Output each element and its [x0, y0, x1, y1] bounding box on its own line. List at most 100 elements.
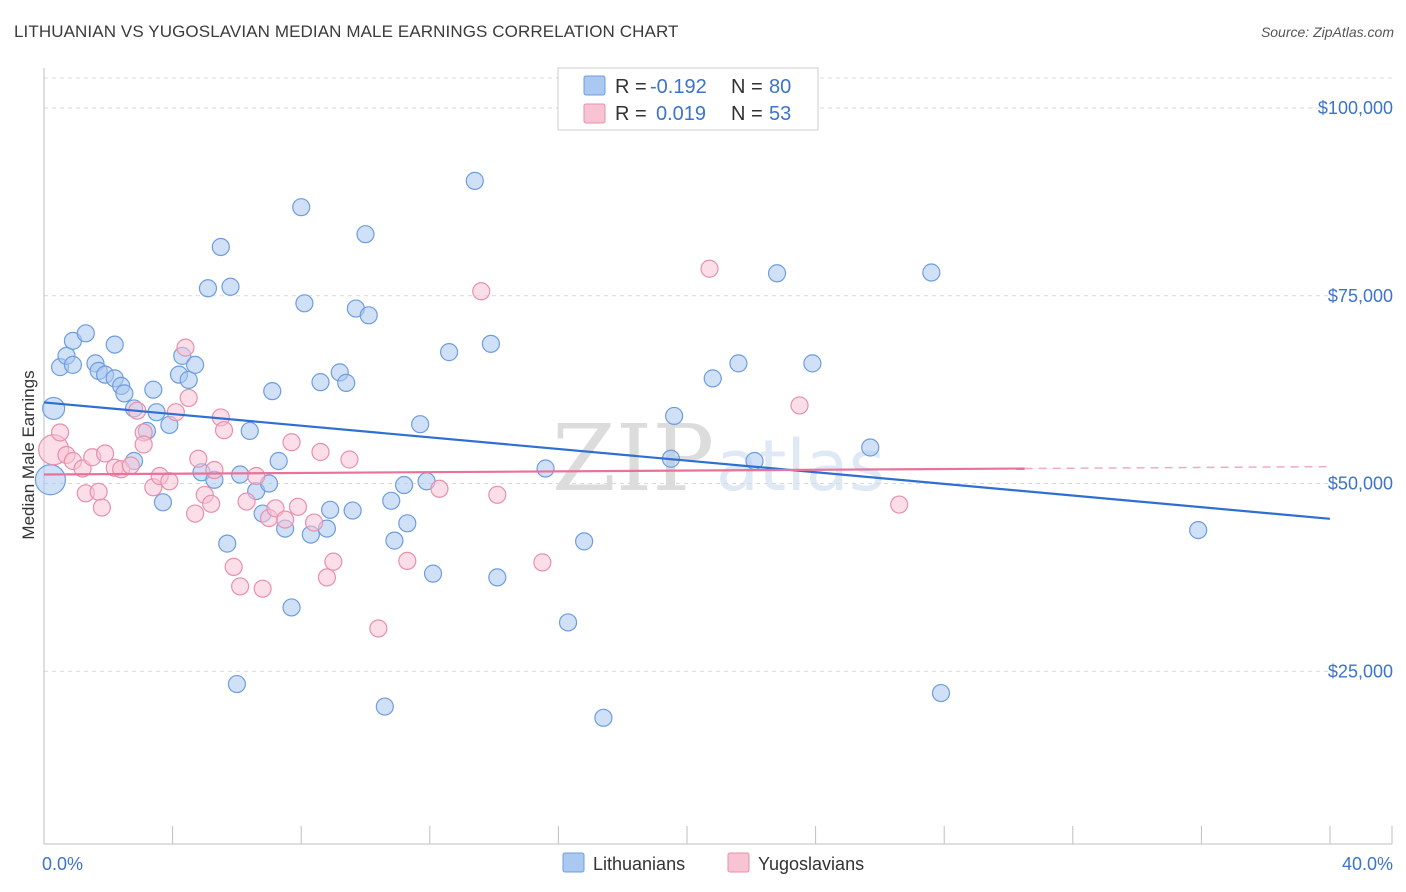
- lithuanian-point: [263, 382, 282, 401]
- lithuanian-point: [861, 438, 880, 457]
- y-tick-label: $75,000: [1328, 286, 1393, 306]
- yugoslavian-point: [253, 579, 272, 598]
- legend-swatch-yugoslavians: [583, 103, 606, 124]
- lithuanian-point: [385, 531, 404, 550]
- yugoslavian-point: [89, 482, 108, 501]
- lithuanian-point: [295, 294, 314, 313]
- lithuanian-point: [282, 598, 301, 617]
- yugoslavian-point: [533, 553, 552, 572]
- legend-r-label: R =: [615, 76, 647, 98]
- series-label-yugoslavians: Yugoslavians: [758, 854, 864, 874]
- lithuanian-point: [356, 225, 375, 244]
- x-tick-labels: 0.0% 40.0%: [42, 854, 1393, 874]
- correlation-legend: R = -0.192 N = 80 R = 0.019 N = 53: [557, 67, 819, 131]
- lithuanian-point: [311, 373, 330, 392]
- lithuanian-point: [292, 198, 311, 217]
- legend-swatch-lithuanians: [583, 75, 606, 96]
- series-swatch-lithuanians: [562, 852, 585, 873]
- series-swatch-yugoslavians: [727, 852, 750, 873]
- lithuanian-point: [337, 373, 356, 392]
- legend-r-value: 0.019: [656, 103, 706, 125]
- lithuanian-point: [240, 421, 259, 441]
- lithuanian-point: [76, 324, 95, 343]
- lithuanian-point: [375, 697, 394, 716]
- yugoslavian-point: [166, 403, 185, 422]
- lithuanian-point: [558, 613, 578, 632]
- legend-n-label: N =: [731, 76, 763, 98]
- yugoslavian-point: [189, 449, 208, 468]
- legend-r-label: R =: [615, 103, 647, 125]
- yugoslavian-point: [179, 388, 198, 408]
- lithuanian-point: [481, 334, 500, 353]
- lithuanian-point: [488, 568, 507, 587]
- lithuanian-point: [594, 708, 613, 727]
- yugoslavian-point: [398, 551, 417, 570]
- lithuanian-point: [575, 532, 594, 551]
- lithuanian-point: [394, 475, 414, 495]
- yugoslavian-trend-extension: [1024, 465, 1331, 470]
- legend-r-value: -0.192: [650, 76, 707, 98]
- yugoslavian-point: [276, 510, 295, 529]
- yugoslavian-point: [134, 435, 153, 454]
- yugoslavian-point: [95, 444, 115, 463]
- yugoslavian-point: [700, 259, 719, 278]
- yugoslavian-point: [340, 450, 359, 469]
- yugoslavian-point: [324, 552, 343, 571]
- lithuanian-point: [382, 491, 401, 510]
- lithuanian-point: [703, 369, 722, 388]
- lithuanian-point: [42, 396, 66, 421]
- legend-n-value: 53: [769, 103, 791, 125]
- lithuanian-point: [767, 264, 787, 283]
- yugoslavian-point: [890, 495, 909, 514]
- lithuanian-point: [729, 354, 748, 373]
- lithuanian-point: [105, 335, 124, 354]
- lithuanian-point: [439, 343, 459, 362]
- lithuanian-point: [803, 354, 822, 373]
- lithuanian-point: [144, 380, 163, 399]
- legend-n-label: N =: [731, 103, 763, 125]
- y-tick-label: $25,000: [1328, 661, 1393, 681]
- yugoslavian-point: [304, 513, 324, 532]
- x-tick-label: 0.0%: [42, 854, 83, 874]
- y-tick-labels: $25,000 $50,000 $75,000 $100,000: [1318, 98, 1393, 681]
- yugoslavian-point: [50, 423, 70, 442]
- lithuanian-point: [1189, 520, 1208, 540]
- lithuanian-point: [423, 564, 443, 583]
- legend-n-value: 80: [769, 76, 791, 98]
- yugoslavian-point: [186, 504, 205, 523]
- lithuanian-point: [269, 451, 288, 471]
- lithuanian-trend-line: [43, 401, 1331, 520]
- yugoslavian-point: [430, 479, 449, 498]
- yugoslavian-point: [790, 396, 809, 415]
- yugoslavian-point: [121, 456, 140, 475]
- lithuanian-point: [34, 464, 67, 496]
- trend-lines: [43, 401, 1331, 520]
- lithuanian-point: [359, 306, 378, 325]
- yugoslavian-point: [205, 460, 224, 480]
- lithuanian-point: [665, 406, 684, 426]
- yugoslavian-point: [160, 472, 179, 491]
- lithuanian-point: [221, 277, 240, 296]
- lithuanian-point: [63, 355, 83, 374]
- yugoslavian-point: [282, 433, 301, 452]
- yugoslavian-point: [311, 442, 330, 462]
- yugoslavian-point: [231, 577, 250, 596]
- lithuanian-point: [321, 500, 340, 519]
- lithuanian-point: [115, 384, 134, 403]
- x-tick-label: 40.0%: [1342, 854, 1393, 874]
- yugoslavian-trend-line: [43, 467, 1025, 476]
- chart-title: LITHUANIAN VS YUGOSLAVIAN MEDIAN MALE EA…: [14, 22, 679, 41]
- yugoslavian-point: [224, 557, 243, 576]
- data-points: [34, 171, 1208, 727]
- yugoslavian-point: [237, 492, 256, 511]
- yugoslavian-point: [288, 497, 308, 516]
- y-tick-label: $100,000: [1318, 98, 1393, 118]
- watermark: ZIP atlas: [552, 405, 885, 512]
- lithuanian-point: [179, 370, 198, 389]
- lithuanian-point: [922, 263, 941, 282]
- lithuanian-point: [218, 534, 237, 553]
- lithuanian-point: [411, 415, 430, 434]
- yugoslavian-point: [488, 485, 507, 504]
- yugoslavian-point: [317, 568, 337, 587]
